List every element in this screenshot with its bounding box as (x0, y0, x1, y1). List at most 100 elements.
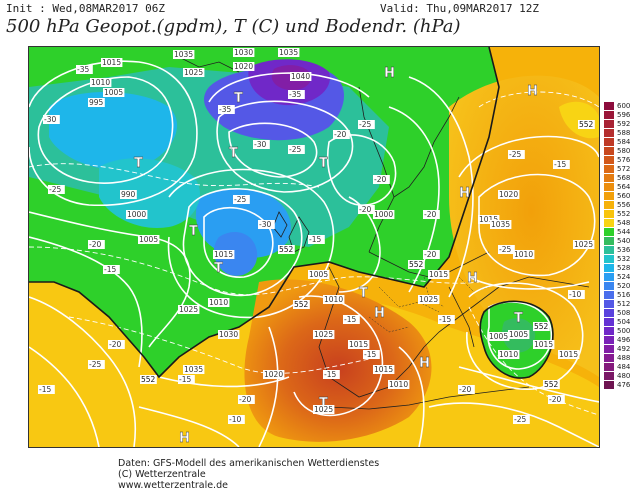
temperature-field (29, 47, 599, 447)
temperature-label: -15 (38, 385, 55, 394)
legend-label: 516 (617, 291, 631, 299)
temperature-label: -20 (373, 175, 390, 184)
isobar-label: 1015 (478, 215, 500, 224)
svg-text:1005: 1005 (104, 88, 123, 97)
svg-text:1010: 1010 (91, 78, 110, 87)
legend-swatch (604, 363, 614, 371)
legend-label: 600 (617, 102, 631, 110)
svg-text:-35: -35 (289, 90, 301, 99)
svg-text:552: 552 (579, 120, 594, 129)
legend-swatch (604, 156, 614, 164)
svg-text:552: 552 (409, 260, 424, 269)
isobar-label: 1000 (126, 210, 148, 219)
geopotential-label: 552 (543, 380, 560, 389)
temperature-label: -35 (288, 90, 305, 99)
low-pressure-marker: T (134, 156, 143, 171)
svg-text:1005: 1005 (309, 270, 328, 279)
svg-text:552: 552 (534, 322, 549, 331)
legend-label: 536 (617, 246, 631, 254)
svg-text:-25: -25 (89, 360, 101, 369)
svg-text:1030: 1030 (234, 48, 253, 57)
legend-swatch (604, 120, 614, 128)
legend-label: 488 (617, 354, 631, 362)
legend-swatch (604, 354, 614, 362)
isobar-label: 1025 (573, 240, 595, 249)
svg-text:1010: 1010 (324, 295, 343, 304)
isobar-label: 1035 (173, 50, 195, 59)
svg-text:1025: 1025 (179, 305, 198, 314)
temperature-isotherms (29, 91, 599, 416)
temperature-label: -20 (108, 340, 125, 349)
temperature-label: -15 (438, 315, 455, 324)
isobar-label: 1010 (513, 250, 535, 259)
legend-swatch (604, 201, 614, 209)
isobar-label: 1020 (233, 62, 255, 71)
isobar-label: 1015 (213, 250, 235, 259)
svg-text:-15: -15 (344, 315, 356, 324)
high-pressure-marker: H (419, 356, 430, 371)
svg-text:-10: -10 (229, 415, 241, 424)
legend-swatch (604, 228, 614, 236)
temperature-label: -30 (258, 220, 275, 229)
weather-map: H H H H H H H T T T T T T T T T 1015 1010 1005 995 1035 1025 1… (28, 46, 600, 448)
isobar-label: 1015 (101, 58, 123, 67)
isobar-label: 1035 (183, 365, 205, 374)
isobar-label: 1010 (323, 295, 345, 304)
low-pressure-marker: T (229, 146, 238, 161)
temperature-label: -25 (498, 245, 515, 254)
isobar-label: 1000 (373, 210, 395, 219)
svg-text:1010: 1010 (209, 298, 228, 307)
isobar-label: 1020 (263, 370, 285, 379)
svg-text:-25: -25 (49, 185, 61, 194)
svg-text:1035: 1035 (491, 220, 510, 229)
svg-text:-20: -20 (424, 250, 436, 259)
legend: 600 596 592 588 584 580 576 572 568 564 560 556 552 5… (604, 102, 640, 447)
legend-swatch (604, 183, 614, 191)
svg-text:-30: -30 (44, 115, 56, 124)
temperature-label: -15 (178, 375, 195, 384)
legend-swatch (604, 138, 614, 146)
temperature-label: -15 (553, 160, 570, 169)
legend-label: 504 (617, 318, 631, 326)
high-pressure-marker: H (459, 186, 470, 201)
svg-text:-25: -25 (289, 145, 301, 154)
temperature-label: -25 (48, 185, 65, 194)
temperature-label: -20 (88, 240, 105, 249)
isobar-label: 1015 (533, 340, 555, 349)
legend-swatch (604, 174, 614, 182)
low-pressure-marker: T (359, 286, 368, 301)
isobar-label: 1005 (103, 88, 125, 97)
svg-text:-25: -25 (514, 415, 526, 424)
legend-label: 588 (617, 129, 631, 137)
isobar-label: 1035 (278, 48, 300, 57)
temperature-label: -25 (88, 360, 105, 369)
legend-label: 548 (617, 219, 631, 227)
svg-text:-20: -20 (109, 340, 121, 349)
temperature-label: -30 (253, 140, 270, 149)
isobar-label: 1005 (508, 330, 530, 339)
svg-text:1025: 1025 (314, 405, 333, 414)
legend-swatch (604, 282, 614, 290)
isobar-label: 1020 (498, 190, 520, 199)
svg-text:1015: 1015 (429, 270, 448, 279)
svg-text:-15: -15 (309, 235, 321, 244)
valid-time: Valid: Thu,09MAR2017 12Z (380, 2, 539, 15)
svg-text:-25: -25 (234, 195, 246, 204)
svg-text:1000: 1000 (374, 210, 393, 219)
isobar-label: 1005 (308, 270, 330, 279)
legend-label: 512 (617, 300, 631, 308)
isobar-label: 1030 (233, 48, 255, 57)
temperature-label: -15 (308, 235, 325, 244)
legend-swatch (604, 210, 614, 218)
svg-text:1035: 1035 (174, 50, 193, 59)
map-graphic: HHHHHHHTTTTTTTTT101510101005995103510251… (29, 47, 599, 447)
high-pressure-marker: H (467, 271, 478, 286)
isobar-label: 1025 (183, 68, 205, 77)
svg-text:-15: -15 (104, 265, 116, 274)
high-pressure-marker: H (527, 84, 538, 99)
svg-text:-25: -25 (359, 120, 371, 129)
svg-text:1030: 1030 (219, 330, 238, 339)
svg-text:-10: -10 (569, 290, 581, 299)
legend-label: 492 (617, 345, 631, 353)
svg-text:1015: 1015 (534, 340, 553, 349)
